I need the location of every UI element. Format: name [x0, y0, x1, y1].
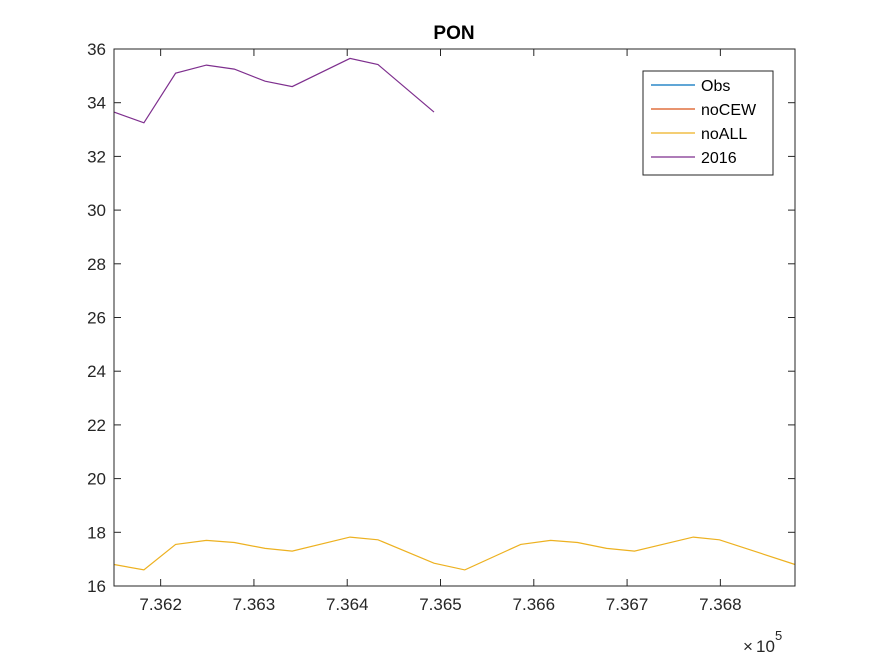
- legend-label-nocew: noCEW: [701, 102, 757, 119]
- exponent-base: 10: [756, 637, 775, 656]
- legend-box: [642, 70, 774, 176]
- x-tick-label: 7.364: [326, 595, 369, 614]
- x-tick-label: 7.367: [606, 595, 649, 614]
- series-line-2016: [113, 57, 435, 124]
- x-tick-label: 7.365: [419, 595, 462, 614]
- x-tick-label: 7.368: [699, 595, 742, 614]
- y-tick-label: 22: [87, 416, 106, 435]
- y-tick-label: 34: [87, 94, 106, 113]
- axes: [113, 48, 796, 587]
- series-line-noall: [113, 536, 796, 571]
- y-tick-label: 30: [87, 201, 106, 220]
- x-exponent-label: × 10 5: [743, 628, 782, 656]
- y-tick-label: 16: [87, 577, 106, 596]
- y-tick-label: 36: [87, 40, 106, 59]
- legend-label-obs: Obs: [701, 78, 730, 95]
- x-tick-label: 7.363: [233, 595, 276, 614]
- series-layer: [113, 57, 796, 571]
- exponent-power: 5: [775, 628, 782, 643]
- tick-labels: 7.362 7.363 7.364 7.365 7.366 7.367 7.368 16 18 2…: [87, 40, 742, 614]
- legend-label-noall: noALL: [701, 126, 747, 143]
- legend: Obs noCEW noALL 2016: [642, 70, 774, 176]
- y-tick-label: 32: [87, 147, 106, 166]
- y-tick-label: 20: [87, 470, 106, 489]
- y-tick-label: 18: [87, 523, 106, 542]
- x-tick-label: 7.366: [513, 595, 556, 614]
- y-tick-label: 28: [87, 255, 106, 274]
- y-tick-label: 24: [87, 362, 106, 381]
- x-tick-label: 7.362: [139, 595, 182, 614]
- chart-title: PON: [433, 23, 474, 44]
- legend-label-2016: 2016: [701, 150, 737, 167]
- y-tick-label: 26: [87, 309, 106, 328]
- exponent-times-symbol: ×: [743, 637, 753, 656]
